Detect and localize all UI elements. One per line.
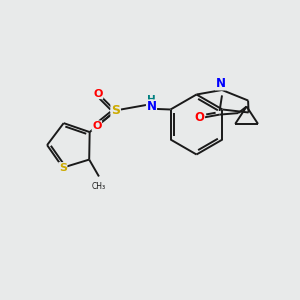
Text: H: H [147,95,156,105]
Text: S: S [111,104,120,118]
Text: O: O [194,111,205,124]
Text: CH₃: CH₃ [92,182,106,191]
Text: N: N [215,77,226,90]
Text: S: S [59,163,67,172]
Text: N: N [146,100,157,113]
Text: O: O [93,88,103,99]
Text: O: O [92,121,102,131]
